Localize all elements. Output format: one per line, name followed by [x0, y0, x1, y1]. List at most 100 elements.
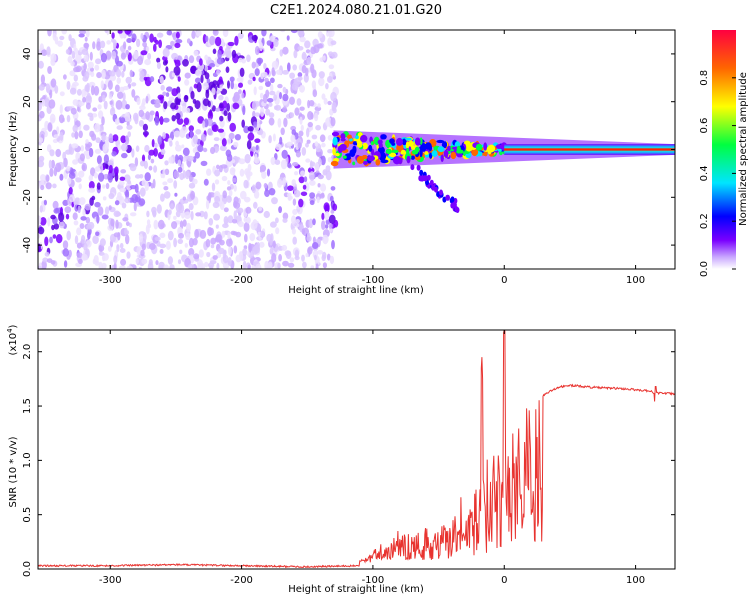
noise-blob: [171, 115, 176, 122]
noise-blob: [137, 55, 144, 66]
noise-blob: [49, 149, 55, 157]
noise-blob: [159, 232, 166, 239]
noise-blob: [327, 157, 333, 163]
noise-blob: [162, 47, 170, 58]
noise-blob: [315, 263, 319, 269]
noise-blob: [232, 218, 238, 224]
noise-blob: [126, 251, 131, 259]
noise-blob: [158, 39, 163, 49]
noise-blob: [98, 110, 104, 119]
noise-blob: [89, 115, 94, 122]
noise-blob: [242, 105, 246, 116]
spectrogram-image: [38, 30, 675, 269]
x-tick-label: -300: [99, 575, 122, 586]
noise-blob: [94, 123, 101, 133]
signal-blob: [410, 155, 415, 160]
noise-blob: [41, 49, 48, 56]
noise-blob: [294, 249, 300, 259]
noise-blob: [177, 166, 183, 173]
noise-blob: [70, 61, 75, 67]
noise-blob: [139, 187, 146, 197]
noise-blob: [175, 203, 181, 212]
noise-blob: [105, 182, 110, 190]
noise-blob: [209, 62, 216, 68]
noise-blob: [149, 33, 154, 43]
noise-blob: [175, 31, 180, 39]
noise-blob: [298, 198, 304, 208]
noise-blob: [321, 142, 326, 148]
noise-blob: [53, 166, 58, 177]
noise-blob: [279, 92, 282, 100]
noise-blob: [58, 212, 65, 222]
noise-blob: [325, 224, 329, 229]
noise-blob: [101, 94, 106, 102]
noise-blob: [193, 50, 199, 57]
y-tick-label: 40: [22, 48, 33, 61]
noise-blob: [119, 176, 126, 181]
noise-blob: [310, 46, 317, 55]
noise-blob: [38, 215, 42, 225]
noise-blob: [300, 170, 306, 177]
noise-blob: [260, 230, 265, 238]
noise-blob: [78, 258, 83, 265]
noise-blob: [80, 65, 85, 71]
noise-blob: [297, 46, 304, 51]
noise-blob: [83, 42, 90, 49]
noise-blob: [188, 182, 196, 189]
noise-blob: [94, 260, 100, 266]
noise-blob: [247, 79, 253, 85]
noise-blob: [89, 51, 93, 61]
noise-blob: [131, 193, 139, 204]
spectrogram-y-ticks: -40 -20 0 20 40: [22, 48, 675, 253]
noise-blob: [301, 147, 307, 156]
noise-blob: [39, 205, 43, 213]
noise-blob: [138, 120, 144, 127]
noise-blob: [282, 260, 289, 267]
noise-blob: [223, 216, 229, 225]
colorbar-label: Normalized spectral amplitude: [738, 72, 749, 226]
snr-y-ticks: 0.0 0.5 1.0 1.5 2.0: [22, 344, 675, 577]
noise-blob: [88, 147, 94, 158]
noise-blob: [111, 107, 115, 112]
noise-blob: [174, 42, 181, 49]
signal-blob: [361, 154, 368, 160]
noise-blob: [139, 105, 146, 111]
noise-blob: [200, 160, 208, 167]
noise-blob: [196, 82, 202, 93]
y-tick-label: 1.5: [22, 398, 33, 414]
noise-blob: [225, 50, 233, 59]
y-tick-label: 2.0: [22, 344, 33, 360]
signal-blob: [408, 140, 415, 147]
noise-blob: [169, 140, 173, 147]
noise-blob: [136, 97, 141, 106]
noise-blob: [188, 203, 194, 211]
noise-blob: [258, 206, 263, 211]
noise-blob: [309, 200, 315, 206]
noise-blob: [191, 30, 196, 39]
noise-blob: [258, 85, 264, 91]
noise-blob: [63, 74, 67, 80]
noise-blob: [96, 72, 102, 79]
noise-blob: [55, 234, 63, 244]
noise-blob: [95, 58, 102, 65]
spectrogram-x-ticks: -300 -200 -100 0 100: [99, 30, 645, 286]
noise-blob: [275, 143, 282, 151]
noise-blob: [282, 177, 286, 187]
noise-blob: [140, 249, 145, 257]
noise-blob: [240, 190, 247, 200]
noise-blob: [249, 233, 256, 242]
noise-blob: [173, 237, 178, 248]
noise-blob: [96, 41, 102, 51]
noise-blob: [247, 264, 251, 269]
noise-blob: [188, 125, 194, 132]
noise-blob: [142, 123, 148, 131]
noise-blob: [42, 95, 46, 100]
noise-blob: [259, 42, 263, 52]
noise-blob: [88, 174, 94, 182]
noise-blob: [306, 139, 311, 144]
noise-blob: [327, 149, 333, 154]
noise-blob: [181, 105, 186, 113]
noise-blob: [72, 81, 79, 87]
noise-blob: [212, 48, 217, 55]
